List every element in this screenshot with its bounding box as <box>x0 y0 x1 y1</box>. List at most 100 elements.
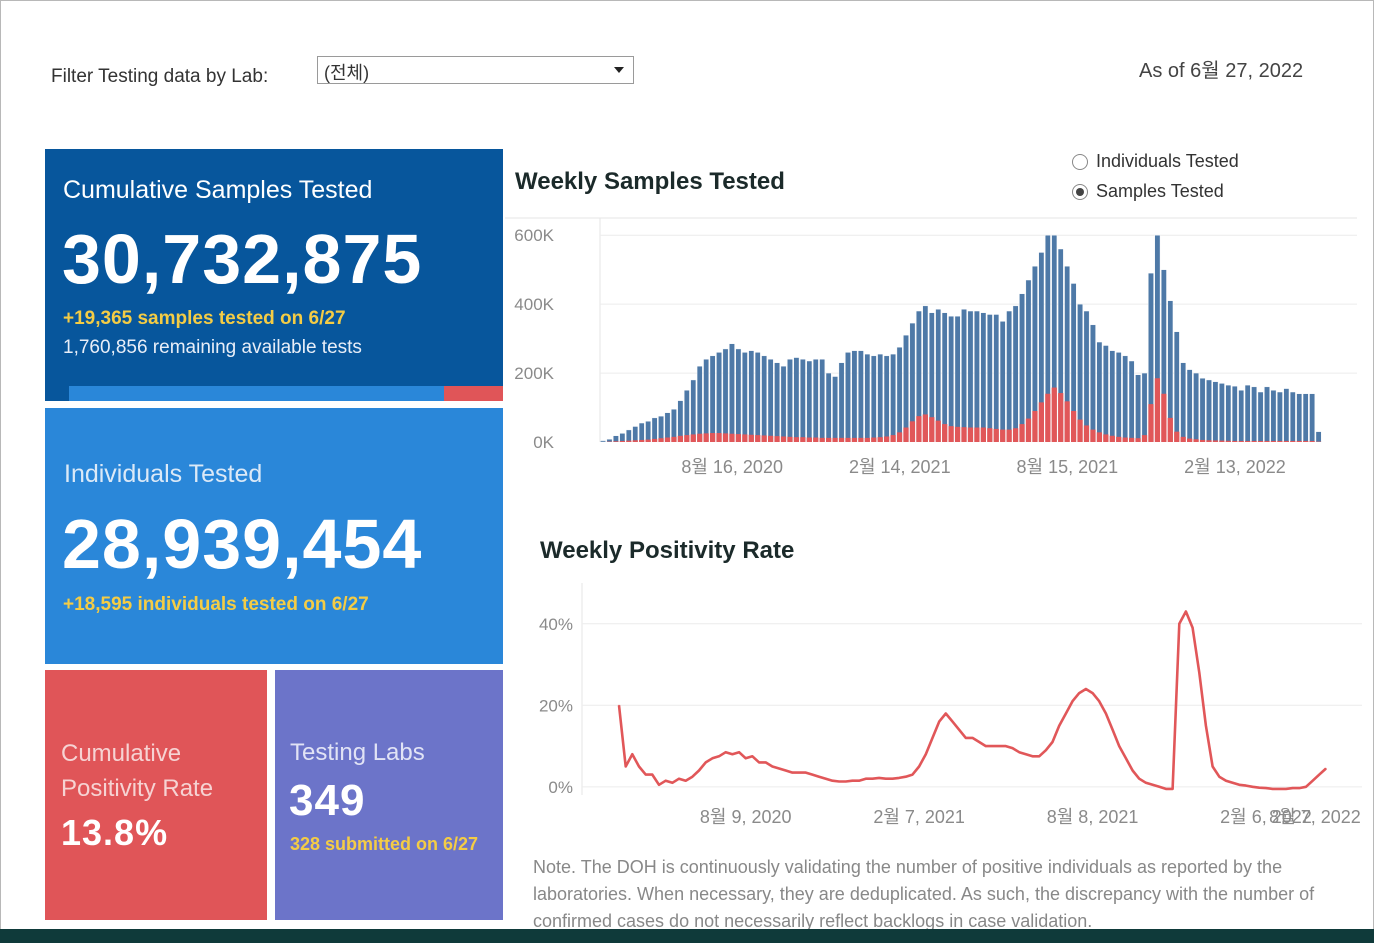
positivity-point <box>1011 747 1014 749</box>
x-tick-label: 2월 14, 2021 <box>849 457 951 477</box>
positivity-point <box>1265 787 1267 789</box>
positivity-point <box>705 761 707 763</box>
samples-bar <box>1212 381 1219 443</box>
positives-bar <box>954 426 961 442</box>
positives-bar <box>1135 438 1141 442</box>
samples-bar <box>754 352 761 443</box>
samples-bar <box>774 362 780 443</box>
positivity-point <box>871 778 874 780</box>
positivity-point <box>831 780 833 782</box>
samples-bar <box>1019 293 1025 443</box>
positivity-point <box>758 761 760 763</box>
positives-bar <box>755 435 761 442</box>
positivity-rate-line <box>617 610 1327 791</box>
positivity-point <box>1205 725 1207 727</box>
lab-filter-dropdown[interactable]: (전체) <box>317 56 634 84</box>
positivity-point <box>1005 745 1007 747</box>
samples-bar <box>619 433 626 443</box>
positivity-point <box>1145 782 1147 784</box>
positives-bar <box>1077 419 1083 442</box>
samples-bar <box>767 359 774 443</box>
positives-bar <box>806 437 812 442</box>
chevron-down-icon[interactable] <box>614 67 624 73</box>
samples-bar <box>980 312 987 443</box>
samples-bar <box>986 314 993 443</box>
radio-samples-tested[interactable]: Samples Tested <box>1072 181 1224 202</box>
positivity-point <box>845 780 847 783</box>
positivity-point <box>825 778 827 780</box>
x-tick-label: 8월 15, 2021 <box>1017 457 1119 477</box>
positives-bar <box>780 436 787 442</box>
positives-bar <box>929 417 935 442</box>
positives-bar <box>677 435 684 442</box>
positivity-point <box>731 753 733 755</box>
positives-bar <box>1064 401 1070 442</box>
positivity-point <box>1185 610 1187 613</box>
positivity-point <box>625 765 627 768</box>
radio-individuals-tested[interactable]: Individuals Tested <box>1072 151 1239 172</box>
positives-bar <box>1006 429 1012 442</box>
samples-bar <box>600 440 606 443</box>
positivity-point <box>1165 788 1167 790</box>
positivity-point <box>791 772 793 774</box>
samples-bar <box>800 359 806 443</box>
samples-bar <box>819 359 826 443</box>
samples-bar <box>638 422 645 443</box>
positivity-point <box>1318 774 1320 776</box>
y-tick-label: 200K <box>514 364 554 383</box>
positives-bar <box>690 434 696 442</box>
samples-bar <box>1193 372 1199 443</box>
positivity-point <box>1298 787 1300 789</box>
positivity-point <box>1198 672 1200 674</box>
positives-bar <box>703 433 709 442</box>
samples-bar <box>1096 341 1103 443</box>
weekly-positivity-chart[interactable]: 0% 20% 40% 8월 9, 2020 2월 7, 2021 8월 8, 2021 2월… <box>520 575 1370 837</box>
positives-bar <box>987 428 993 442</box>
samples-bar <box>1315 431 1322 443</box>
individuals-tested-value: 28,939,454 <box>62 505 423 583</box>
samples-bar <box>729 343 735 443</box>
positives-bar <box>787 436 793 442</box>
weekly-positivity-title: Weekly Positivity Rate <box>540 537 795 564</box>
positivity-point <box>898 777 900 779</box>
samples-bar <box>684 390 690 443</box>
positives-bar <box>671 436 677 442</box>
positives-bar <box>884 436 890 442</box>
positivity-point <box>1045 749 1047 751</box>
positives-bar <box>813 437 819 442</box>
positivity-point <box>1025 753 1027 755</box>
tests-progress-bar <box>69 386 503 401</box>
positivity-point <box>1092 692 1094 694</box>
samples-bar <box>1135 374 1141 443</box>
weekly-samples-chart[interactable]: 0K 200K 400K 600K 8월 16, 2020 2월 14, 2021 8월 1… <box>505 200 1365 490</box>
positivity-point <box>798 772 800 774</box>
radio-icon[interactable] <box>1072 153 1088 170</box>
samples-bar <box>1173 331 1180 443</box>
samples-bar <box>1025 279 1032 443</box>
positives-bar <box>871 437 877 442</box>
positives-bar <box>768 435 774 442</box>
samples-bar <box>1231 385 1238 443</box>
positivity-point <box>818 776 820 778</box>
positives-bar <box>974 427 980 442</box>
positivity-point <box>1192 627 1194 629</box>
positives-bar <box>1225 440 1231 442</box>
positives-bar <box>735 434 742 442</box>
positivity-point <box>878 777 880 779</box>
positives-bar <box>1161 393 1167 442</box>
samples-bar <box>632 426 639 443</box>
positivity-point <box>765 761 767 763</box>
samples-bar <box>954 316 961 443</box>
samples-bar <box>1206 379 1212 443</box>
positivity-point <box>631 753 633 755</box>
positives-bar <box>1245 440 1251 442</box>
positivity-point <box>1051 741 1054 743</box>
radio-icon[interactable] <box>1072 183 1088 200</box>
positivity-title-line1: Cumulative <box>61 740 182 767</box>
tests-progress-fill <box>69 386 444 401</box>
samples-bar <box>613 435 619 443</box>
samples-bar <box>742 352 748 443</box>
positivity-point <box>1071 700 1074 702</box>
positives-bar <box>793 437 800 442</box>
samples-bar <box>1199 378 1206 443</box>
